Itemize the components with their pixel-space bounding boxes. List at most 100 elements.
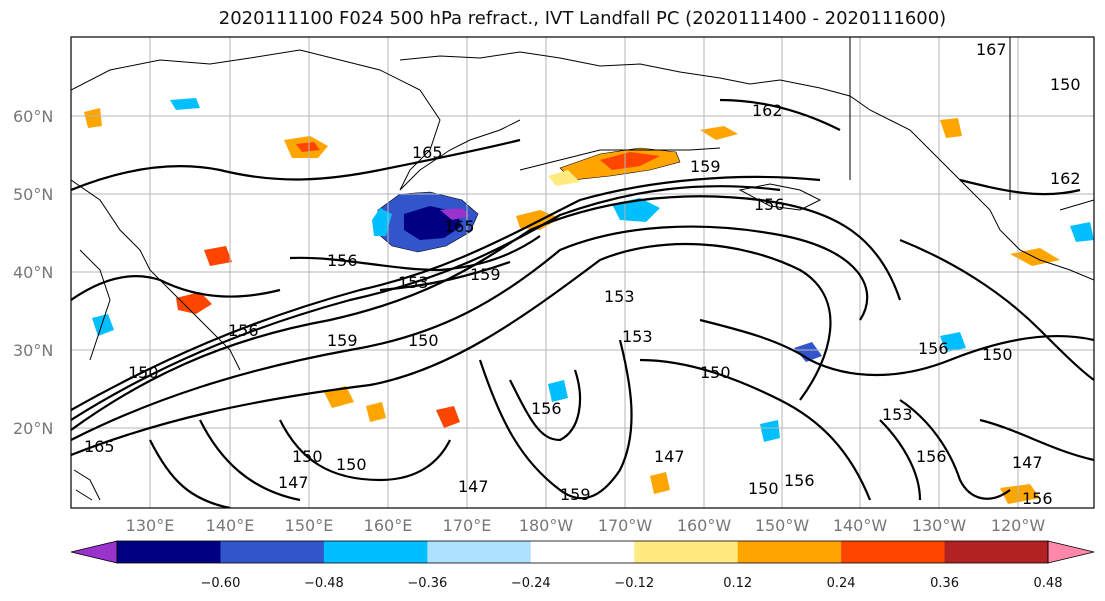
contour-label: 150 (982, 345, 1013, 364)
contour-label: 153 (882, 405, 913, 424)
anomaly-patch (700, 126, 738, 140)
anomaly-patch (760, 420, 780, 442)
contour-label: 165 (84, 437, 115, 456)
longitude-labels: 130°E 140°E 150°E 160°E 170°E 180°W 170°… (126, 516, 1046, 535)
anomaly-patch (1070, 222, 1094, 242)
contour-label: 153 (604, 287, 635, 306)
colorbar: −0.60 −0.48 −0.36 −0.24 −0.12 0.12 0.24 0.36 0.4… (70, 540, 1095, 591)
contour-label: 165 (412, 143, 443, 162)
colorbar-tick-label: 0.12 (723, 576, 752, 591)
anomaly-patch (176, 292, 212, 314)
contour-label: 150 (748, 479, 779, 498)
anomaly-patch (436, 406, 460, 428)
anomaly-patch (296, 142, 320, 152)
contour-label: 156 (918, 339, 949, 358)
contour-label: 156 (784, 471, 815, 490)
anomaly-patch (650, 472, 670, 494)
lat-label: 20°N (13, 419, 53, 438)
colorbar-segment (737, 541, 842, 563)
colorbar-outline (116, 540, 1049, 564)
positive-anomaly-fringe (548, 170, 580, 186)
lon-label: 170°W (598, 516, 653, 535)
colorbar-tick-label: −0.36 (407, 576, 447, 591)
shaded-anomalies (84, 98, 1094, 504)
lon-label: 160°W (677, 516, 732, 535)
contour-label: 156 (228, 321, 259, 340)
lon-label: 130°E (126, 516, 175, 535)
lon-label: 130°W (912, 516, 967, 535)
lat-label: 60°N (13, 107, 53, 126)
contour-label: 156 (916, 447, 947, 466)
lon-label: 140°W (833, 516, 888, 535)
contour-label: 156 (531, 399, 562, 418)
contour-label: 147 (1012, 453, 1043, 472)
contour-label: 150 (336, 455, 367, 474)
colorbar-tick-label: −0.48 (304, 576, 344, 591)
colorbar-segment (323, 541, 428, 563)
colorbar-extend-low (70, 540, 118, 564)
lat-label: 40°N (13, 263, 53, 282)
anomaly-patch (1000, 484, 1040, 504)
contour-label: 159 (560, 485, 591, 504)
anomaly-patch (366, 402, 386, 422)
colorbar-extend-high (1047, 540, 1095, 564)
contour-label: 150 (700, 363, 731, 382)
anomaly-patch (170, 98, 200, 110)
colorbar-tick-label: 0.48 (1034, 576, 1063, 591)
map-content: 167 165 162 159 156 165 150 156 153 159 … (71, 37, 1094, 508)
lat-label: 50°N (13, 185, 53, 204)
coastlines (71, 37, 1094, 501)
contour-label: 153 (622, 327, 653, 346)
lon-label: 150°E (285, 516, 334, 535)
contour-label: 150 (1050, 75, 1081, 94)
contour-label: 159 (470, 265, 501, 284)
anomaly-patch (204, 246, 232, 266)
contour-label: 150 (292, 447, 323, 466)
colorbar-segment (117, 541, 221, 563)
anomaly-patch (612, 198, 660, 222)
positive-anomaly-core (600, 152, 660, 170)
colorbar-segment (530, 541, 635, 563)
contour-labels: 167 165 162 159 156 165 150 156 153 159 … (84, 40, 1081, 508)
lat-label: 30°N (13, 341, 53, 360)
contour-label: 165 (444, 217, 475, 236)
contour-label: 162 (1050, 169, 1081, 188)
contour-label: 156 (1022, 489, 1053, 508)
negative-anomaly-edge (372, 208, 392, 236)
map-title: 2020111100 F024 500 hPa refract., IVT La… (218, 8, 947, 29)
contour-label: 147 (654, 447, 685, 466)
colorbar-tick-label: −0.24 (511, 576, 551, 591)
height-contours (71, 98, 1094, 508)
contour-label: 150 (128, 363, 159, 382)
latitude-labels: 60°N 50°N 40°N 30°N 20°N (13, 107, 53, 438)
contour-label: 167 (976, 40, 1007, 59)
lon-label: 180°W (519, 516, 574, 535)
contour-label: 147 (278, 473, 309, 492)
colorbar-segment (220, 541, 325, 563)
contour-label: 156 (327, 251, 358, 270)
lon-label: 170°E (443, 516, 492, 535)
colorbar-tick-label: 0.24 (827, 576, 856, 591)
lon-label: 150°W (755, 516, 810, 535)
colorbar-segment (427, 541, 532, 563)
lon-label: 140°E (206, 516, 255, 535)
anomaly-patch (92, 314, 114, 336)
anomaly-patch (794, 342, 822, 362)
anomaly-patch (548, 380, 568, 402)
contour-label: 162 (752, 101, 783, 120)
contour-label: 159 (327, 331, 358, 350)
anomaly-patch (940, 118, 962, 138)
lon-label: 120°W (991, 516, 1046, 535)
colorbar-tick-label: −0.12 (614, 576, 654, 591)
plot-frame (70, 36, 1095, 509)
map-gridlines (71, 37, 1094, 508)
colorbar-segment (634, 541, 739, 563)
anomaly-patch (84, 108, 102, 128)
colorbar-segment (841, 541, 946, 563)
contour-label: 153 (398, 273, 429, 292)
colorbar-segment (944, 541, 1049, 563)
lon-label: 160°E (364, 516, 413, 535)
contour-label: 150 (408, 331, 439, 350)
contour-label: 156 (754, 195, 785, 214)
